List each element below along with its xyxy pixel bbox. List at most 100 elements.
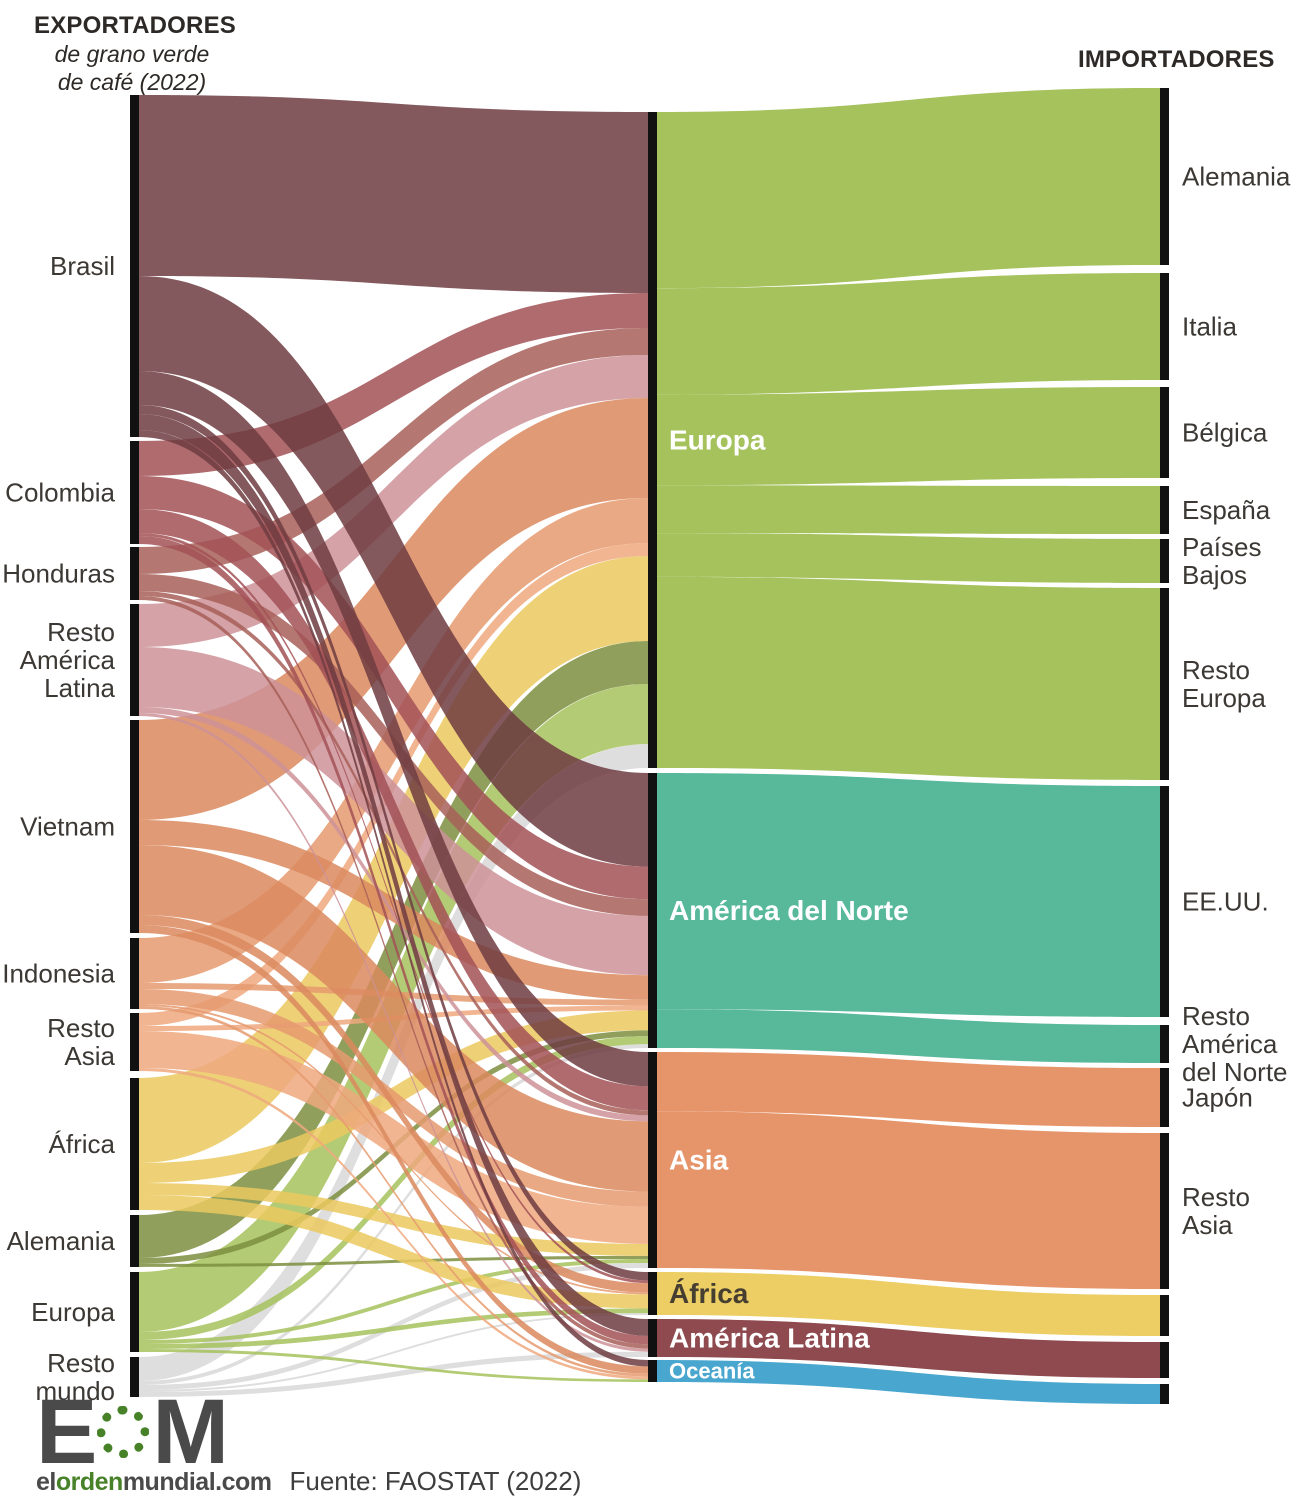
node-label-r_belgica: Bélgica — [1182, 418, 1268, 448]
node-label-resto_america_latina-line1: Resto — [47, 617, 115, 647]
flow-m_europa-to-r_resto_europa — [657, 576, 1160, 780]
flow-brasil-to-m_al — [139, 414, 648, 1336]
flow-honduras-to-m_europa — [139, 328, 648, 574]
node-bar-resto_asia — [130, 1013, 139, 1071]
flow-m_europa-to-r_italia — [657, 273, 1160, 395]
node-label-r_resto_adn-line3: del Norte — [1182, 1057, 1288, 1087]
flow-m_adn-to-r_eeuu — [657, 773, 1160, 1017]
node-bar-brasil — [130, 95, 139, 437]
node-bar-vietnam — [130, 720, 139, 933]
node-bar-r_resto_europa — [1160, 588, 1169, 780]
node-bar-r_resto_asia — [1160, 1133, 1169, 1289]
node-bar-r_japon — [1160, 1068, 1169, 1127]
node-label-europa_exp: Europa — [31, 1297, 115, 1327]
node-bar-honduras — [130, 547, 139, 600]
node-label-brasil: Brasil — [50, 251, 115, 281]
node-label-r_japon: Japón — [1182, 1083, 1253, 1113]
node-label-m_asia: Asia — [669, 1145, 729, 1176]
flow-m_oceania-to-r_oceania — [657, 1360, 1160, 1404]
node-label-r_eeuu: EE.UU. — [1182, 887, 1269, 917]
node-label-colombia: Colombia — [5, 478, 115, 508]
flow-m_asia-to-r_japon — [657, 1052, 1160, 1127]
flow-resto_mundo-to-m_africa — [139, 1313, 648, 1392]
node-label-r_resto_europa-line1: Resto — [1182, 655, 1250, 685]
flow-colombia-to-m_adn — [139, 476, 648, 900]
eom-logo-letter-m: M — [152, 1381, 229, 1483]
node-label-africa: África — [49, 1129, 116, 1159]
node-bar-m_al — [648, 1319, 657, 1357]
footer-text-row: elordenmundial.com Fuente: FAOSTAT (2022… — [36, 1466, 581, 1497]
node-label-r_italia: Italia — [1182, 312, 1237, 342]
node-bar-r_espana — [1160, 486, 1169, 534]
exporters-title: EXPORTADORES — [34, 12, 236, 39]
node-label-resto_america_latina-line3: Latina — [44, 673, 115, 703]
node-bar-r_paises_bajos — [1160, 539, 1169, 583]
node-bar-resto_america_latina — [130, 604, 139, 716]
site-el: el — [36, 1468, 56, 1496]
node-bar-r_alemania — [1160, 88, 1169, 265]
node-label-m_europa: Europa — [669, 425, 766, 456]
node-label-m_oceania: Oceanía — [669, 1359, 755, 1384]
flow-m_africa-to-r_africa — [657, 1272, 1160, 1336]
flow-m_europa-to-r_paises_bajos — [657, 533, 1160, 583]
node-bar-r_belgica — [1160, 387, 1169, 478]
node-label-r_resto_adn-line2: América — [1182, 1029, 1278, 1059]
flow-alemania_exp-to-m_europa — [139, 641, 648, 1258]
flow-resto_america_latina-to-m_europa — [139, 355, 648, 647]
flow-europa_exp-to-m_oceania — [139, 1349, 648, 1382]
flow-vietnam-to-m_adn — [139, 820, 648, 1000]
flow-brasil-to-m_adn — [139, 276, 648, 867]
footer: E M elordenmundial.com Fuente: FAOSTAT (… — [36, 1381, 581, 1497]
node-bar-r_al — [1160, 1342, 1169, 1378]
site-orden: orden — [55, 1468, 123, 1496]
exporters-title-block: EXPORTADORES de grano verde de café (202… — [34, 12, 236, 96]
node-bar-resto_mundo — [130, 1357, 139, 1397]
flow-resto_asia-to-m_asia — [139, 1031, 648, 1244]
eom-logo-dotted-o-icon — [97, 1406, 150, 1458]
flow-africa-to-m_africa — [139, 1195, 648, 1309]
flow-resto_mundo-to-m_al — [139, 1351, 648, 1397]
node-label-indonesia: Indonesia — [2, 959, 115, 989]
flow-resto_america_latina-to-m_asia — [139, 707, 648, 1122]
node-bar-africa — [130, 1078, 139, 1210]
flow-indonesia-to-m_oceania — [139, 1006, 648, 1377]
flow-colombia-to-m_al — [139, 536, 648, 1345]
node-label-m_adn: América del Norte — [669, 895, 909, 926]
flow-vietnam-to-m_asia — [139, 845, 648, 1192]
node-label-resto_asia-line1: Resto — [47, 1013, 115, 1043]
node-label-m_africa: África — [669, 1278, 749, 1309]
node-bar-alemania_exp — [130, 1215, 139, 1267]
flow-m_asia-to-r_resto_asia — [657, 1111, 1160, 1289]
flow-europa_exp-to-m_africa — [139, 1308, 648, 1349]
node-bar-r_resto_adn — [1160, 1025, 1169, 1063]
flow-vietnam-to-m_africa — [139, 915, 648, 1293]
flow-brasil-to-m_europa — [139, 95, 648, 293]
node-bar-r_eeuu — [1160, 786, 1169, 1017]
node-label-honduras: Honduras — [2, 559, 115, 589]
flow-m_al-to-r_al — [657, 1319, 1160, 1378]
flow-resto_mundo-to-m_europa — [139, 744, 648, 1381]
flow-brasil-to-m_oceania — [139, 430, 648, 1367]
flow-resto_asia-to-m_oceania — [139, 1068, 648, 1380]
node-bar-m_asia — [648, 1052, 657, 1268]
flow-europa_exp-to-m_asia — [139, 1259, 648, 1344]
node-bar-m_oceania — [648, 1360, 657, 1382]
node-bar-indonesia — [130, 938, 139, 1009]
node-label-vietnam: Vietnam — [20, 812, 115, 842]
flow-africa-to-m_europa — [139, 556, 648, 1163]
node-label-resto_asia-line2: Asia — [64, 1041, 115, 1071]
node-label-r_paises_bajos-line1: Países — [1182, 532, 1262, 562]
flow-indonesia-to-m_asia — [139, 989, 648, 1207]
site-mundial: mundial.com — [122, 1468, 272, 1496]
node-label-resto_america_latina-line2: América — [20, 645, 116, 675]
node-label-m_al: América Latina — [669, 1323, 870, 1354]
site-wordmark: elordenmundial.com — [36, 1468, 272, 1497]
importers-title: IMPORTADORES — [1078, 46, 1275, 73]
node-label-r_espana: España — [1182, 495, 1271, 525]
node-bar-europa_exp — [130, 1272, 139, 1352]
node-label-alemania_exp: Alemania — [7, 1226, 116, 1256]
flow-m_europa-to-r_alemania — [657, 88, 1160, 289]
flow-brasil-to-m_africa — [139, 405, 648, 1281]
node-label-resto_mundo-line2: mundo — [36, 1376, 116, 1406]
flow-honduras-to-m_asia — [139, 591, 648, 1116]
